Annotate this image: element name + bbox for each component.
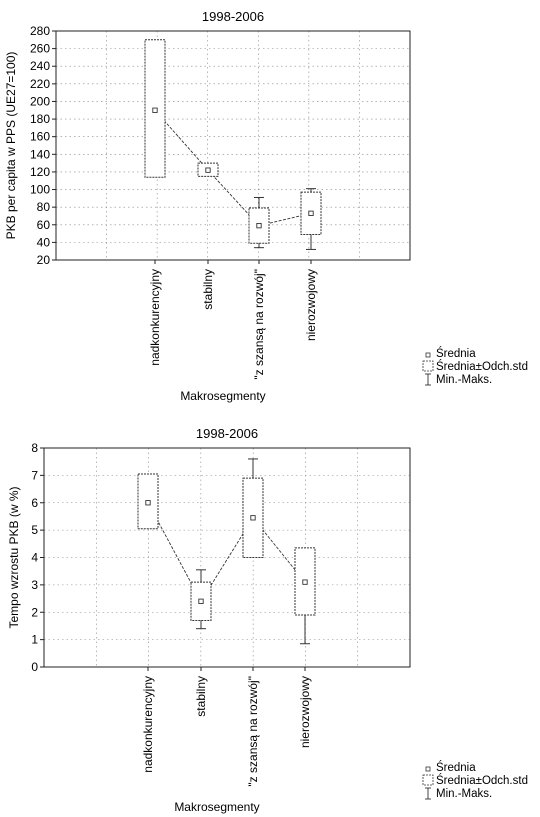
y-tick-label: 100 [30, 183, 50, 197]
y-tick-label: 40 [37, 235, 51, 249]
plot-frame [55, 30, 411, 261]
y-tick-label: 280 [30, 24, 50, 38]
mean-marker [250, 515, 256, 521]
category-label: "z szansą na rozwój" [252, 269, 266, 380]
category-label: nadkonkurencyjny [148, 269, 162, 366]
x-axis-label: Makrosegmenty [180, 389, 265, 403]
category-label: "z szansą na rozwój" [246, 676, 260, 787]
legend-box-symbol [422, 360, 434, 372]
mean-marker [145, 500, 151, 506]
y-tick-label: 240 [30, 59, 50, 73]
category-label: nierozwojowy [304, 269, 318, 341]
y-tick-label: 260 [30, 42, 50, 56]
legend-box-symbol [422, 774, 434, 786]
y-tick-label: 200 [30, 94, 50, 108]
y-tick-label: 60 [37, 218, 51, 232]
y-tick-label: 7 [31, 468, 38, 482]
y-tick-label: 3 [31, 578, 38, 592]
chart-2: 1998-2006 0 1 2 3 4 5 6 7 8 nadkonkurencyjny stabil… [7, 426, 528, 814]
y-tick-label: 2 [31, 605, 38, 619]
y-tick-label: 160 [30, 130, 50, 144]
y-axis-label: Tempo wzrostu PKB (w %) [7, 486, 21, 628]
mean-marker [205, 167, 211, 173]
legend-whisker-label: Min.-Maks. [436, 788, 492, 800]
legend-box-label: Średnia±Odch.std [436, 774, 528, 787]
y-tick-label: 20 [37, 253, 51, 267]
category-label: nierozwojowy [298, 676, 312, 748]
legend-mean-label: Średnia [436, 761, 476, 774]
y-tick-label: 8 [31, 441, 38, 455]
x-axis-label: Makrosegmenty [174, 800, 259, 814]
y-tick-label: 4 [31, 551, 38, 565]
y-tick-label: 80 [37, 200, 51, 214]
legend-box-label: Średnia±Odch.std [436, 360, 528, 373]
mean-marker [152, 107, 158, 113]
chart-title: 1998-2006 [196, 426, 258, 441]
y-axis-label: PKB per capita w PPS (UE27=100) [4, 52, 18, 240]
chart-1: 1998-2006 20 40 60 80 100 120 140 160 180 200 220 24… [4, 9, 528, 403]
category-label: stabilny [194, 676, 208, 717]
chart-title: 1998-2006 [202, 9, 264, 24]
mean-marker [308, 210, 314, 216]
y-tick-label: 5 [31, 523, 38, 537]
mean-marker [256, 222, 262, 229]
y-tick-label: 180 [30, 112, 50, 126]
y-tick-label: 220 [30, 77, 50, 91]
mean-marker [198, 598, 204, 604]
legend-mean-symbol [425, 766, 431, 772]
category-label: nadkonkurencyjny [141, 676, 155, 773]
legend-whisker-label: Min.-Maks. [436, 374, 492, 386]
y-tick-label: 1 [31, 633, 38, 647]
y-tick-label: 6 [31, 496, 38, 510]
category-label: stabilny [201, 269, 215, 310]
y-tick-label: 140 [30, 147, 50, 161]
legend-mean-label: Średnia [436, 347, 476, 360]
y-tick-label: 120 [30, 165, 50, 179]
legend-mean-symbol [425, 352, 431, 358]
mean-marker [302, 579, 308, 585]
mean-line [154, 109, 312, 227]
y-tick-label: 0 [31, 660, 38, 674]
plot-frame [43, 447, 411, 668]
mean-line [147, 502, 306, 603]
